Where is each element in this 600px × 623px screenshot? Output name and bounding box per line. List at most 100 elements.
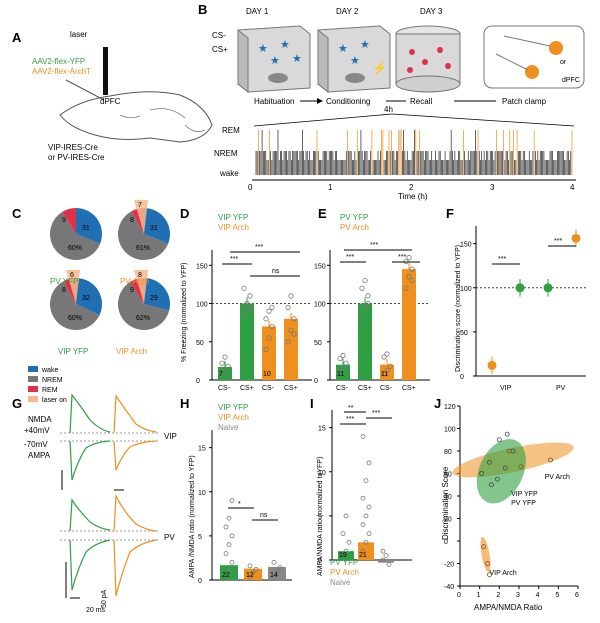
x-tick-label: 6 [575,592,579,599]
dpfc-patch-label: dPFC [562,77,580,84]
panel-c-label: C [12,206,22,221]
ampa-voltage: -70mV [24,440,48,449]
pie-legend: wake NREM REM laser on [28,366,67,404]
data-point [222,354,228,360]
data-point [386,562,392,567]
virus-yfp-label: AAV2-flex-YFP [32,57,85,66]
panel-h: H VIP YFP VIP Arch Naive AMPA /NMDA rati… [180,396,292,585]
x-tick-label: CS- [380,385,393,392]
data-point [291,331,297,337]
sig-label: *** [370,242,378,249]
pv-trace-label: PV [164,533,175,542]
data-point [219,360,225,366]
data-point [504,431,510,437]
data-point [366,504,372,510]
cs-minus-label: CS- [212,31,226,40]
data-point [487,459,492,465]
i-legend-naive: Naive [330,578,351,587]
data-point [366,460,372,466]
pie-value-nrem: 60% [68,315,82,322]
sig-label: ns [272,268,280,275]
y-tick-label: 150 [460,242,472,249]
vip-trace-label: VIP [164,432,177,441]
data-point [518,464,524,470]
step-conditioning: Conditioning [326,97,370,106]
data-point [343,513,349,519]
bar [218,367,232,380]
sig-label: *** [230,256,238,263]
bar [402,269,416,380]
data-point [229,498,235,503]
data-point [381,354,387,360]
data-point [383,553,389,558]
y-tick-label: 20 [444,517,452,524]
virus-arch-label: AAV2-flex-ArchT [32,67,91,76]
y-tick-label: 0 [198,578,202,585]
day-3: DAY 3 [420,7,443,16]
data-point [360,548,366,554]
hypnogram-x-label: Time (h) [398,192,428,201]
data-point [406,255,412,261]
data-point [226,568,232,574]
data-point [360,522,366,528]
data-point [285,304,291,310]
y-tick-label: 15 [318,426,326,433]
bar-n-label: 21 [359,552,367,559]
chart-e: 0 50 100 150 11 CS- CS+ 11 CS- CS+ *** *** *** [314,242,430,392]
panel-d-label: D [180,206,189,221]
bar [336,364,350,380]
sig-label: * [238,501,241,508]
svg-text:★: ★ [292,53,302,65]
data-point [409,277,415,284]
bar [284,318,298,380]
data-point [384,368,390,374]
panel-a: A laser AAV2-flex-YFP AAV2-flex-ArchT dP… [12,30,213,162]
y-tick-label: 80 [444,449,452,456]
data-point [387,363,393,369]
svg-text:★: ★ [338,43,348,55]
pie-value-laser: 8 [138,272,142,279]
pie-value-laser: 7 [138,202,142,209]
data-point [225,363,231,369]
or-label: or [560,59,567,66]
data-point [359,316,365,322]
data-point [380,557,386,563]
brain-outline [59,91,213,143]
j-x-label: AMPA/NMDA Ratio [474,603,543,612]
panel-e-label: E [318,206,327,221]
sig-label: *** [554,238,562,245]
data-point [380,548,386,554]
mouse-line-2: or PV-IRES-Cre [48,153,105,162]
state-nrem: NREM [214,149,238,158]
data-point [362,277,368,284]
bar-n-label: 11 [337,371,344,378]
hypnogram-x-ticks: 0 1 2 3 4 [248,183,575,192]
x-tick-label: CS- [336,385,349,392]
pie-value-wake: 31 [82,225,90,232]
ampa-label: AMPA [28,451,51,460]
panel-g: G NMDA +40mV -70mV AMPA VIP PV 50 pA 20 … [12,393,177,614]
pie-slice-nrem [118,211,169,260]
data-point [223,573,229,578]
data-point [337,369,343,375]
data-point [365,293,371,299]
data-point [285,339,291,345]
i-legend-yfp: PV YFP [330,558,358,567]
pie-slice-wake [144,278,170,311]
y-tick-label: 100 [196,302,208,309]
brain-detail [119,108,206,133]
panel-b-label: B [198,2,207,17]
data-point [346,539,352,545]
habituation-box: ★ ★ ★ ★ [237,25,311,94]
bar-n-label: 22 [222,572,230,579]
data-point [269,304,275,310]
bar-n-label: 14 [270,572,278,579]
y-tick-label: 50 [460,330,468,337]
y-tick-label: 10 [318,470,326,477]
data-point [271,559,277,565]
data-point [219,371,225,377]
svg-text:0: 0 [248,183,253,192]
d-y-label: % Freezing (normalized to YFP) [181,263,188,362]
dpfc-label: dPFC [100,97,121,106]
y-tick-label: 150 [314,263,326,270]
